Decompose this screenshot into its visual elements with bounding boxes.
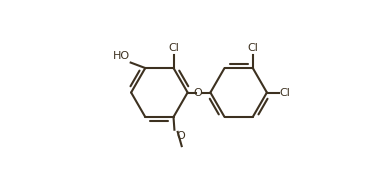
Text: O: O (193, 88, 202, 97)
Text: Cl: Cl (280, 88, 291, 97)
Text: HO: HO (113, 51, 130, 61)
Text: O: O (176, 131, 185, 141)
Text: Cl: Cl (247, 43, 258, 53)
Text: Cl: Cl (168, 43, 179, 53)
